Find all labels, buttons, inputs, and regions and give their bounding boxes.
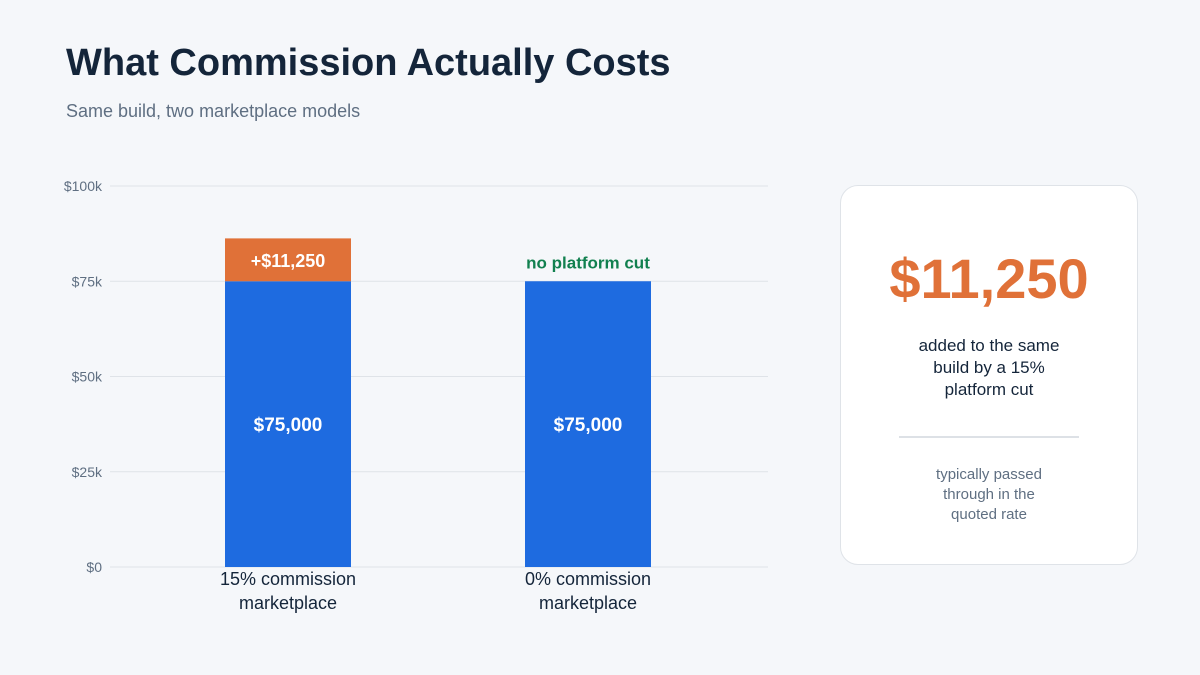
- bar-commission-segment: [225, 238, 351, 282]
- x-tick-label: marketplace: [239, 593, 337, 613]
- callout-amount: $11,250: [889, 247, 1089, 310]
- callout-divider: [899, 436, 1079, 438]
- bar-base-segment: [525, 281, 651, 567]
- chart-subtitle: Same build, two marketplace models: [66, 101, 361, 121]
- y-tick-label: $25k: [72, 464, 103, 480]
- callout-card: $11,250 added to the same build by a 15%…: [840, 185, 1138, 565]
- x-tick-label: 15% commission: [220, 569, 356, 589]
- bar-data-label: $75,000: [554, 415, 623, 436]
- y-tick-label: $0: [86, 559, 102, 575]
- bar-annotation: no platform cut: [526, 253, 650, 272]
- y-tick-label: $75k: [72, 273, 103, 289]
- chart-title: What Commission Actually Costs: [66, 42, 671, 84]
- bar-base-segment: [225, 281, 351, 567]
- bar-chart: $0 $25k $50k $75k $100k $75,000 +$11,250 15% co…: [64, 178, 768, 613]
- y-tick-label: $50k: [72, 369, 103, 385]
- y-tick-label: $100k: [64, 178, 103, 194]
- bar-data-label: +$11,250: [251, 251, 326, 271]
- bar-data-label: $75,000: [254, 415, 323, 436]
- callout-description: added to the same build by a 15% platfor…: [918, 336, 1060, 399]
- x-tick-label: 0% commission: [525, 569, 651, 589]
- x-tick-label: marketplace: [539, 593, 637, 613]
- callout-note: typically passed through in the quoted r…: [936, 466, 1042, 523]
